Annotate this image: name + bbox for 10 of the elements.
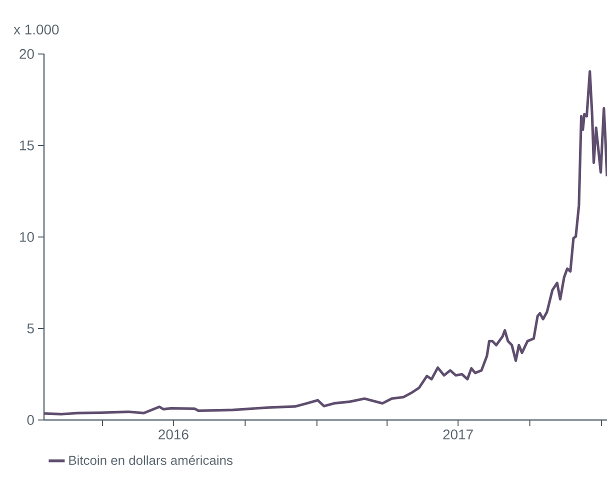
line-series	[44, 70, 607, 416]
y-tick-label: 10	[20, 232, 34, 242]
y-tick-label: 0	[27, 415, 34, 425]
x-tick-label: 2017	[443, 430, 473, 440]
y-axis-title: x 1.000	[14, 24, 59, 34]
y-tick-label: 5	[27, 324, 34, 334]
y-tick-label: 15	[20, 140, 34, 150]
y-tick-label: 20	[20, 49, 34, 59]
x-tick-label: 2016	[158, 430, 188, 440]
legend-label: Bitcoin en dollars américains	[69, 455, 233, 465]
